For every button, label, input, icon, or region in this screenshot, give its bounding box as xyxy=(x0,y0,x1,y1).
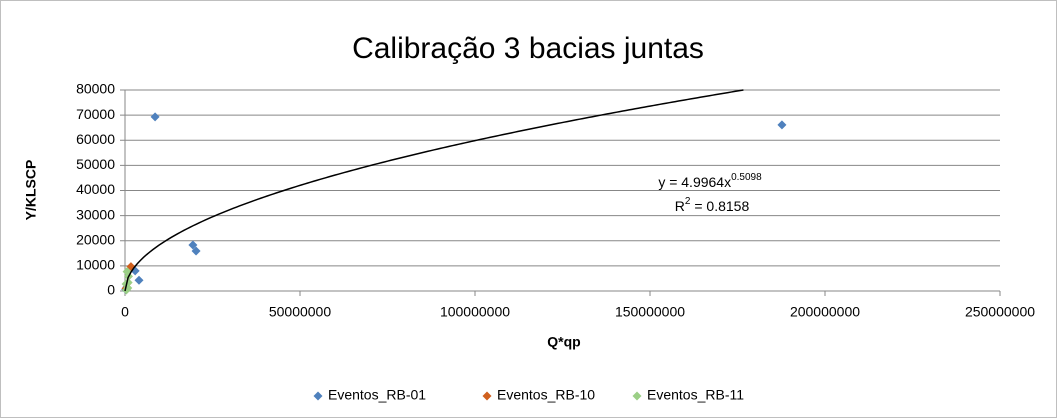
x-tick-label: 0 xyxy=(121,304,129,320)
data-point xyxy=(777,120,787,130)
y-tick-label: 30000 xyxy=(76,206,115,222)
legend-label: Eventos_RB-11 xyxy=(647,387,744,403)
y-tick-label: 40000 xyxy=(76,181,115,197)
legend-label: Eventos_RB-10 xyxy=(497,387,595,403)
legend-label: Eventos_RB-01 xyxy=(328,387,426,403)
legend-marker xyxy=(632,391,642,401)
x-tick-label: 50000000 xyxy=(269,304,332,320)
trendline xyxy=(124,89,744,292)
y-tick-label: 70000 xyxy=(76,106,115,122)
x-tick-label: 150000000 xyxy=(615,304,685,320)
trendline-r2: R2 = 0.8158 xyxy=(675,196,750,214)
y-tick-label: 80000 xyxy=(76,81,115,97)
data-point xyxy=(122,267,132,277)
data-point xyxy=(121,285,131,295)
r2-symbol: R xyxy=(675,198,685,214)
chart-title: Calibração 3 bacias juntas xyxy=(352,32,704,65)
x-tick-label: 200000000 xyxy=(790,304,860,320)
x-tick-label: 250000000 xyxy=(965,304,1035,320)
trendline-equation: y = 4.9964x0.5098 xyxy=(658,172,762,190)
data-point xyxy=(191,246,201,256)
x-tick-label: 100000000 xyxy=(440,304,510,320)
data-point xyxy=(188,240,198,250)
legend-marker xyxy=(482,391,492,401)
x-axis-title: Q*qp xyxy=(547,334,580,350)
legend-marker xyxy=(313,391,323,401)
y-tick-label: 60000 xyxy=(76,131,115,147)
y-tick-label: 0 xyxy=(107,282,115,298)
equation-text: y = 4.9964x xyxy=(658,174,731,190)
y-tick-label: 50000 xyxy=(76,156,115,172)
y-axis-title: Y/KLSCP xyxy=(23,160,39,221)
r2-value: = 0.8158 xyxy=(690,198,749,214)
data-point xyxy=(150,112,160,122)
data-point xyxy=(134,275,144,285)
y-tick-label: 20000 xyxy=(76,231,115,247)
equation-exponent: 0.5098 xyxy=(731,172,762,183)
y-tick-label: 10000 xyxy=(76,257,115,273)
r2-exponent: 2 xyxy=(685,196,691,207)
